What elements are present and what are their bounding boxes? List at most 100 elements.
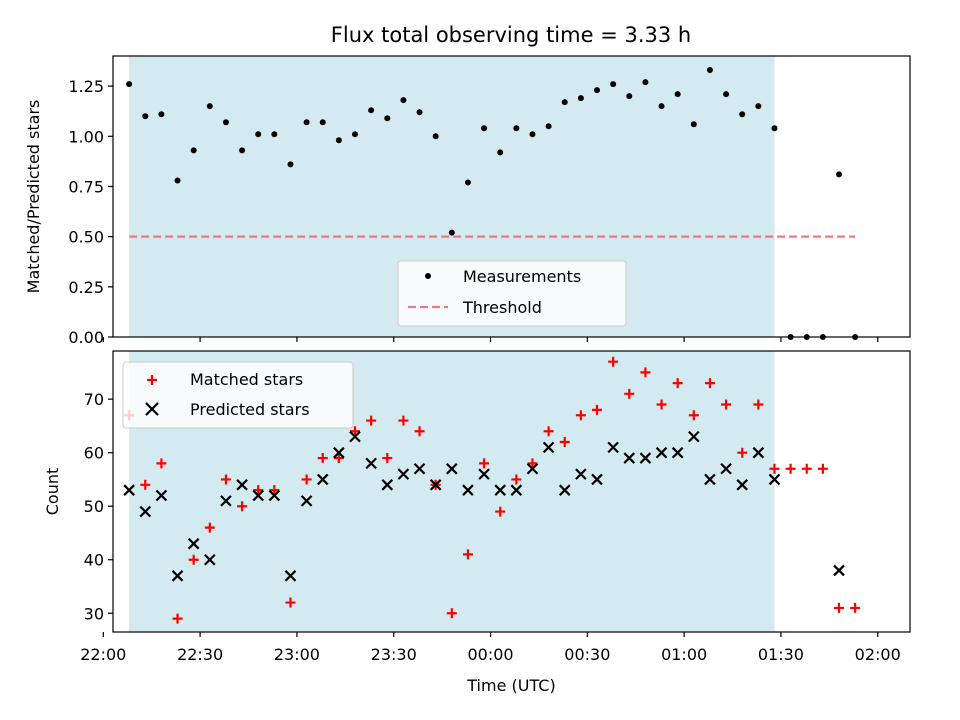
matched-star-point	[511, 474, 522, 485]
legend-label: Matched stars	[190, 370, 303, 389]
matched-star-point	[301, 474, 312, 485]
y-tick-label: 40	[84, 551, 104, 570]
matched-star-point	[559, 436, 570, 447]
legend-box	[122, 361, 354, 429]
matched-star-point	[462, 549, 473, 560]
predicted-star-point	[833, 564, 845, 577]
matched-star-point	[204, 522, 215, 533]
matched-star-point	[350, 426, 361, 437]
predicted-star-point	[316, 473, 329, 486]
predicted-star-point	[494, 484, 506, 496]
x-tick-label: 22:30	[177, 645, 223, 664]
matched-star-point	[704, 378, 715, 389]
predicted-star-point	[558, 484, 571, 496]
matched-star-point	[237, 501, 248, 512]
matched-star-point	[688, 410, 699, 421]
predicted-star-point	[768, 473, 781, 486]
measurement-point	[287, 161, 294, 168]
measurement-point	[303, 119, 310, 126]
measurement-point	[335, 137, 342, 144]
legend-measurement-marker	[425, 273, 431, 279]
measurement-point	[174, 177, 181, 184]
measurement-point	[206, 103, 213, 110]
legend-label: Predicted stars	[190, 400, 310, 419]
measurement-point	[690, 121, 697, 128]
matched-star-point	[608, 356, 619, 367]
measurement-point	[400, 97, 407, 104]
predicted-star-point	[429, 479, 442, 491]
matched-star-point	[156, 458, 167, 469]
x-tick-label: 00:00	[467, 645, 513, 664]
measurement-point	[239, 147, 246, 154]
measurement-point	[755, 103, 762, 110]
measurement-point	[222, 119, 229, 126]
matched-star-point	[382, 453, 393, 464]
y-axis-label: Matched/Predicted stars	[24, 100, 43, 294]
legend-box	[397, 260, 627, 327]
matched-star-point	[479, 458, 490, 469]
matched-star-point	[769, 463, 780, 474]
matched-star-point	[495, 506, 506, 517]
matched-star-point	[220, 474, 231, 485]
predicted-star-point	[413, 462, 426, 475]
predicted-star-point	[736, 479, 748, 491]
matched-star-point	[317, 453, 328, 464]
y-tick-label: 50	[84, 497, 104, 516]
measurement-point	[368, 107, 375, 114]
measurement-point	[739, 111, 746, 118]
measurement-point	[513, 125, 520, 132]
matched-star-point	[172, 613, 183, 624]
measurement-point	[464, 179, 471, 186]
predicted-star-point	[688, 430, 700, 443]
axes-frame	[112, 350, 911, 633]
x-tick-label: 23:30	[371, 645, 417, 664]
measurement-point	[529, 131, 536, 138]
predicted-star-point	[462, 484, 474, 496]
predicted-star-point	[607, 441, 619, 454]
measurement-point	[577, 95, 584, 102]
axes-frame	[112, 55, 911, 338]
predicted-star-point	[236, 479, 248, 491]
predicted-star-point	[381, 479, 394, 491]
matched-star-point	[834, 602, 845, 613]
predicted-star-point	[300, 495, 313, 507]
predicted-star-point	[333, 446, 345, 459]
predicted-star-point	[252, 489, 264, 502]
y-axis-label: Count	[43, 468, 62, 516]
matched-star-point	[269, 485, 280, 496]
measurement-point	[432, 133, 439, 140]
measurement-point	[271, 131, 278, 138]
matched-star-point	[753, 399, 764, 410]
measurement-point	[658, 103, 665, 110]
predicted-star-point	[139, 505, 152, 518]
measurement-point	[610, 81, 617, 88]
ratio-plot: 0.00 0.25 0.50 0.75 1.00 1.25 Matched/Predicte…	[24, 55, 911, 347]
matched-star-point	[446, 608, 457, 619]
predicted-star-point	[720, 462, 732, 475]
predicted-star-point	[591, 473, 603, 486]
measurement-point	[142, 113, 149, 120]
matched-star-point	[366, 415, 377, 426]
legend: Measurements Threshold	[397, 260, 627, 327]
predicted-star-point	[623, 452, 636, 464]
predicted-star-point	[478, 468, 490, 480]
predicted-star-point	[671, 446, 684, 459]
measurement-point	[836, 171, 843, 178]
legend-predicted-marker	[145, 402, 159, 416]
predicted-star-point	[542, 441, 555, 454]
legend-matched-marker	[147, 375, 157, 385]
predicted-star-point	[510, 484, 523, 496]
matched-star-point	[721, 399, 732, 410]
chart-title: Flux total observing time = 3.33 h	[331, 23, 691, 47]
measurement-point	[594, 87, 601, 94]
measurement-point	[416, 109, 423, 116]
predicted-star-point	[639, 452, 652, 464]
y-tick-label: 0.75	[68, 177, 104, 196]
count-plot: 30 40 50 60 70 22:00 22:30 23:00 23:30 00:00 00:30…	[43, 350, 911, 695]
measurement-point	[319, 119, 326, 126]
measurement-point	[126, 81, 133, 88]
predicted-star-point	[655, 446, 668, 459]
measurement-point	[352, 131, 359, 138]
predicted-star-point	[526, 462, 539, 475]
